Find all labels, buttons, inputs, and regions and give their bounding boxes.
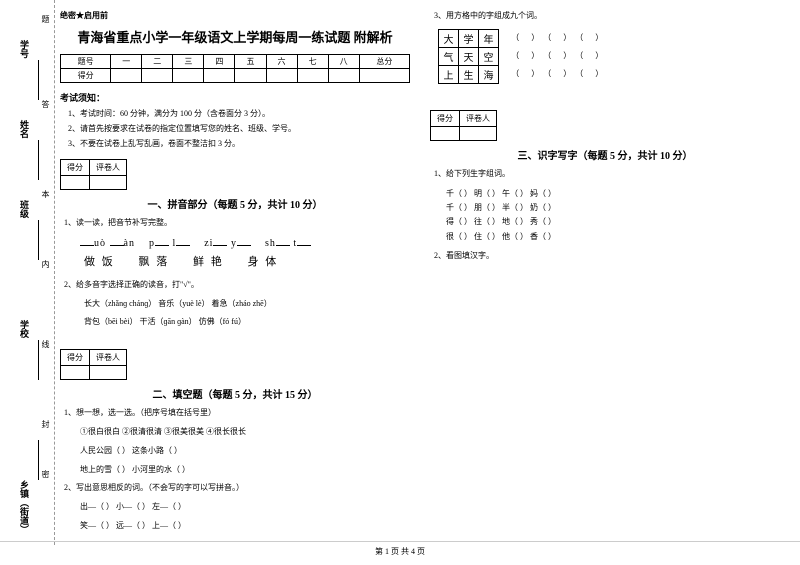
label-xingming: 姓名 — [18, 120, 31, 138]
score-box-1: 得分评卷人 — [60, 159, 127, 190]
exam-title: 青海省重点小学一年级语文上学期每周一练试题 附解析 — [60, 27, 410, 46]
label-xuehao: 学号 — [18, 40, 31, 58]
score-table: 题号 一 二 三 四 五 六 七 八 总分 得分 — [60, 54, 410, 83]
left-column: 绝密★启用前 青海省重点小学一年级语文上学期每周一练试题 附解析 题号 一 二 … — [60, 10, 410, 539]
fill-2: 千（ ） 朋（ ） 半（ ） 奶（ ） — [430, 201, 780, 215]
score-box-3: 得分评卷人 — [430, 110, 497, 141]
q2-options: ①很白很白 ②很清很清 ③很美很美 ④很长很长 — [60, 426, 410, 439]
page-content: 绝密★启用前 青海省重点小学一年级语文上学期每周一练试题 附解析 题号 一 二 … — [60, 10, 780, 539]
fill-3: 得（ ） 往（ ） 地（ ） 秀（ ） — [430, 215, 780, 229]
binding-margin: 学号 题 姓名 答 班级 本 内 学校 线 封 乡镇（街道） 密 — [0, 0, 55, 545]
word-blanks: （ ） （ ） （ ） （ ） （ ） （ ） （ ） （ ） （ ） — [501, 29, 603, 83]
secret-label: 绝密★启用前 — [60, 10, 410, 21]
q3-1: 1、给下列生字组词。 — [430, 168, 780, 181]
notice-3: 3、不要在试卷上乱写乱画，卷面不整洁扣 3 分。 — [60, 138, 410, 149]
q3-2: 2、看图填汉字。 — [430, 250, 780, 263]
page-footer: 第 1 页 共 4 页 — [0, 541, 800, 557]
q2-pair1: 出—（ ） 小—（ ） 左—（ ） — [60, 501, 410, 514]
char-grid-wrap: 大学年 气天空 上生海 （ ） （ ） （ ） （ ） （ ） （ ） （ ） … — [430, 29, 780, 84]
hanzi-row: 做 饭 飘 落 鲜 艳 身 体 — [60, 253, 410, 269]
polyphone-1: 长大（zhǎnɡ chánɡ） 音乐（yuè lè） 着急（zháo zhē） — [60, 298, 410, 311]
section-2-title: 二、填空题（每题 5 分，共计 15 分） — [60, 386, 410, 401]
q1-1: 1、读一读，把音节补写完整。 — [60, 217, 410, 230]
notice-2: 2、请首先按要求在试卷的指定位置填写您的姓名、班级、学号。 — [60, 123, 410, 134]
label-banji: 班级 — [18, 200, 31, 218]
score-box-2: 得分评卷人 — [60, 349, 127, 380]
q2-line2: 地上的雪（ ） 小河里的水（ ） — [60, 464, 410, 477]
polyphone-2: 背包（bēi bèi） 干活（ɡān ɡàn） 仿佛（fó fú） — [60, 316, 410, 329]
right-column: 3、用方格中的字组成九个词。 大学年 气天空 上生海 （ ） （ ） （ ） （… — [430, 10, 780, 539]
notice-1: 1、考试时间：60 分钟，满分为 100 分（含卷面分 3 分）。 — [60, 108, 410, 119]
q2-pair2: 笑—（ ） 远—（ ） 上—（ ） — [60, 520, 410, 533]
notice-title: 考试须知： — [60, 91, 410, 104]
label-xiangzhen: 乡镇（街道） — [18, 480, 31, 534]
q2-line1: 人民公园（ ） 这条小路（ ） — [60, 445, 410, 458]
q2-1: 1、想一想，选一选。（把序号填在括号里） — [60, 407, 410, 420]
section-1-title: 一、拼音部分（每题 5 分，共计 10 分） — [60, 196, 410, 211]
pinyin-blanks: uò àn p l zi y sh t — [60, 236, 410, 249]
label-xuexiao: 学校 — [18, 320, 31, 338]
fill-4: 很（ ） 住（ ） 他（ ） 香（ ） — [430, 230, 780, 244]
q2-3: 3、用方格中的字组成九个词。 — [430, 10, 780, 23]
fill-1: 千（ ） 明（ ） 午（ ） 妈（ ） — [430, 187, 780, 201]
q2-2: 2、写出意思相反的词。（不会写的字可以写拼音。） — [60, 482, 410, 495]
section-3-title: 三、识字写字（每题 5 分，共计 10 分） — [430, 147, 780, 162]
q1-2: 2、给多音字选择正确的读音，打"√"。 — [60, 279, 410, 292]
char-grid: 大学年 气天空 上生海 — [438, 29, 499, 84]
